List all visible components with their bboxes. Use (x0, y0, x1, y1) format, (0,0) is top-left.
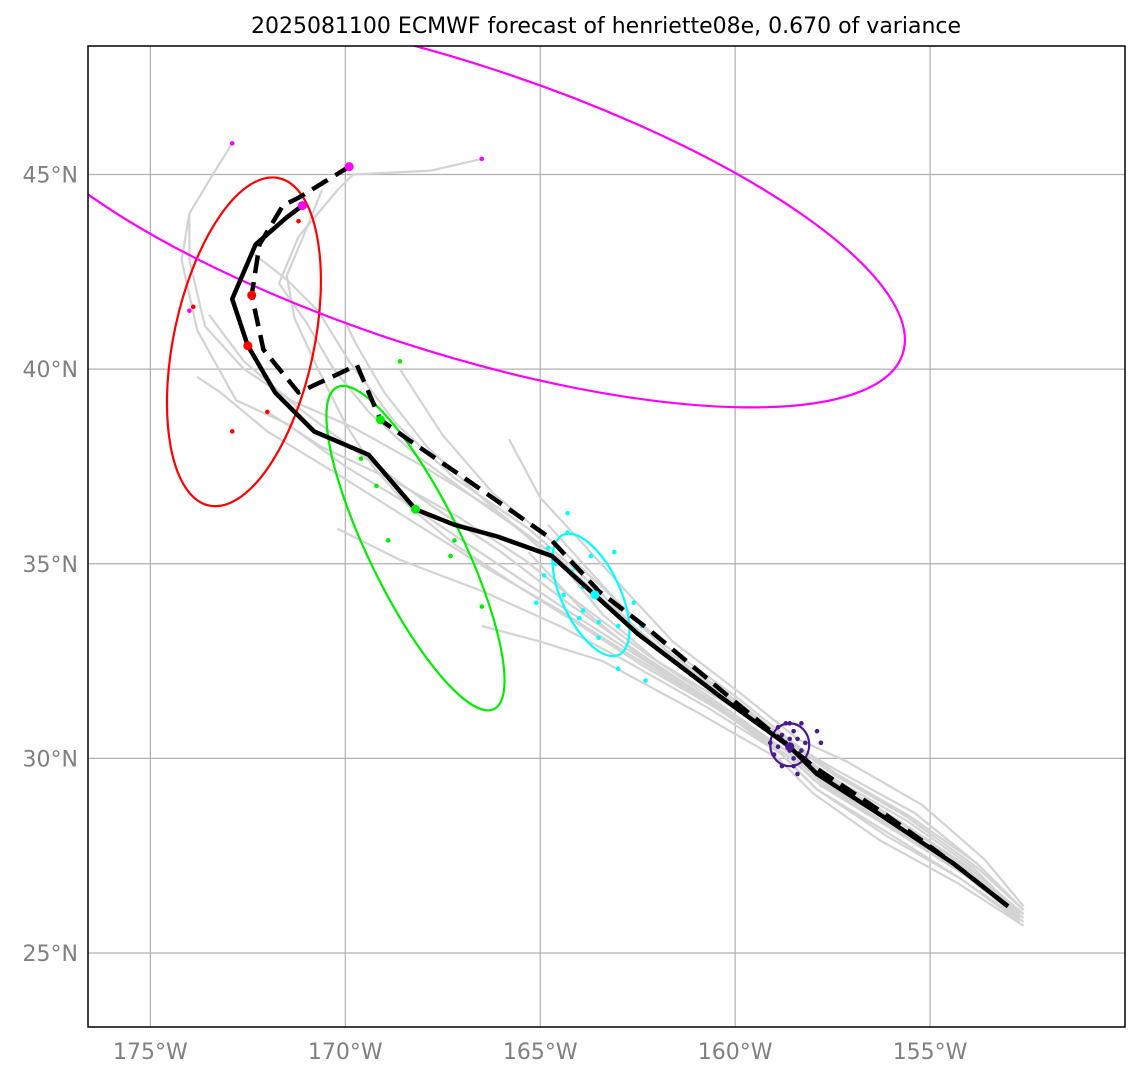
y-tick-label: 45°N (23, 163, 78, 188)
mean-point-dashed (590, 590, 600, 600)
member-point (791, 756, 796, 761)
member-point (779, 732, 785, 738)
mean-tracks (229, 164, 1010, 909)
member-point (814, 728, 820, 734)
member-point (296, 218, 301, 224)
member-point (771, 752, 777, 757)
member-point (397, 359, 403, 364)
y-tick-label: 40°N (23, 358, 78, 383)
plot-area (88, 46, 1025, 927)
member-point (565, 530, 570, 535)
member-point (795, 736, 800, 742)
plot-frame (87, 45, 1126, 1028)
mean-point (410, 504, 420, 514)
axis-tick-labels: 175°W 170°W 165°W 160°W 155°W 25°N 30°N 35°N 40°… (23, 163, 968, 1065)
member-point (799, 721, 804, 726)
ensemble-track (188, 142, 1025, 912)
x-tick-label: 165°W (503, 1040, 578, 1065)
member-point (818, 740, 824, 746)
member-point (643, 678, 648, 683)
member-point (534, 600, 539, 605)
member-point (615, 666, 621, 672)
member-point (190, 304, 196, 310)
uncertainty-ellipse (165, 176, 322, 508)
uncertainty-ellipse (88, 46, 906, 409)
gridlines (88, 46, 1125, 1027)
mean-track-solid (229, 203, 1010, 909)
ensemble-track (285, 189, 1021, 919)
member-point (799, 748, 804, 753)
member-point (787, 721, 793, 726)
member-point (385, 538, 391, 543)
member-point (588, 553, 594, 559)
mean-point (243, 341, 253, 351)
member-point (596, 619, 602, 625)
member-point (580, 608, 586, 613)
ensemble-track (337, 527, 1021, 923)
uncertainty-ellipse (325, 384, 506, 712)
ensemble-track (481, 624, 1025, 927)
x-tick-label: 155°W (893, 1040, 968, 1065)
member-point (358, 456, 364, 461)
y-tick-label: 35°N (23, 553, 78, 578)
member-point (576, 615, 582, 621)
member-point (479, 156, 485, 162)
member-point (631, 600, 637, 605)
ensemble-track (277, 157, 1021, 915)
x-tick-label: 175°W (113, 1040, 188, 1065)
member-point (795, 771, 800, 777)
mean-positions (243, 162, 795, 752)
member-point (791, 763, 796, 769)
mean-point-dashed (344, 162, 354, 172)
member-point (187, 308, 192, 314)
member-point (615, 623, 621, 629)
mean-point (297, 201, 307, 211)
member-point (787, 736, 793, 742)
member-point (265, 409, 270, 415)
ensemble-track (196, 375, 1025, 923)
member-point (545, 545, 551, 551)
y-tick-label: 25°N (23, 942, 78, 967)
member-point (541, 573, 547, 578)
member-point (775, 744, 781, 750)
member-point (565, 510, 570, 516)
member-point (229, 141, 235, 146)
mean-point-dashed (375, 415, 385, 425)
uncertainty-ellipses (88, 46, 906, 768)
member-point (783, 721, 789, 726)
member-point (452, 538, 457, 543)
ensemble-track (180, 213, 1021, 919)
x-tick-label: 170°W (308, 1040, 383, 1065)
member-point (611, 549, 617, 555)
mean-track-dashed (249, 164, 1010, 909)
member-point (561, 592, 566, 598)
member-point (767, 740, 773, 746)
member-point (229, 429, 235, 434)
member-point (803, 740, 808, 746)
member-point (479, 604, 485, 609)
x-tick-label: 160°W (698, 1040, 773, 1065)
chart-title: 2025081100 ECMWF forecast of henriette08… (251, 14, 961, 39)
y-tick-label: 30°N (23, 747, 78, 772)
mean-point-dashed (247, 290, 257, 300)
ensemble-track (508, 438, 1025, 908)
uncertainty-ellipse (551, 532, 631, 658)
ensemble-tracks (180, 142, 1025, 927)
member-point (448, 553, 453, 559)
member-point (775, 724, 781, 730)
mean-point-dashed (785, 742, 795, 752)
member-point (374, 483, 379, 489)
member-point (779, 763, 785, 769)
member-point (596, 635, 602, 641)
member-point (791, 728, 796, 734)
